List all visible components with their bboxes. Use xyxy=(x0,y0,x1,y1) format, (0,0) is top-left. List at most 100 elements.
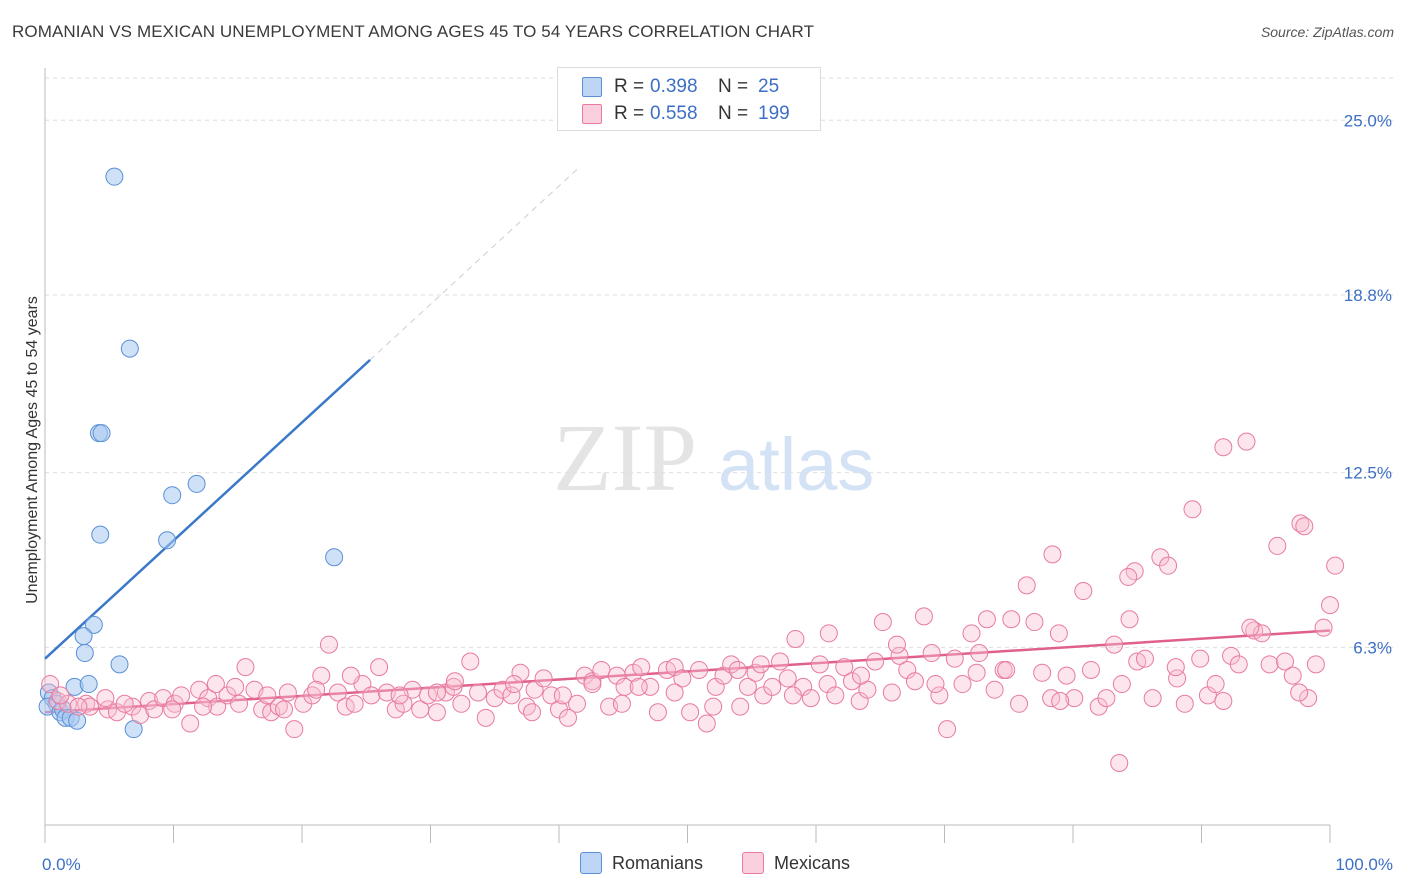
mexican-point xyxy=(1033,663,1052,682)
mexican-point xyxy=(1260,655,1279,674)
mexican-point xyxy=(194,697,213,716)
mexican-point xyxy=(1306,655,1325,674)
mexican-point xyxy=(629,677,648,696)
mexican-point xyxy=(444,677,463,696)
mexican-point xyxy=(1175,694,1194,713)
mexican-point xyxy=(206,675,225,694)
y-tick-label: 12.5% xyxy=(1344,464,1392,483)
mexican-point xyxy=(690,660,709,679)
mexican-point xyxy=(1237,432,1256,451)
mexican-point xyxy=(1268,536,1287,555)
mexican-point xyxy=(697,714,716,733)
mexican-point xyxy=(738,677,757,696)
y-tick-label: 25.0% xyxy=(1344,111,1392,130)
legend-r-value: 0.398 xyxy=(650,76,698,97)
mexican-point xyxy=(362,686,381,705)
legend-n-value: 199 xyxy=(758,103,790,124)
mexican-point xyxy=(953,675,972,694)
romanian-point xyxy=(91,525,110,544)
mexican-point xyxy=(115,694,134,713)
watermark-zip: ZIP xyxy=(553,404,697,511)
romanian-point xyxy=(110,655,129,674)
romanian-point xyxy=(187,474,206,493)
mexican-point xyxy=(1143,689,1162,708)
mexican-point xyxy=(1241,618,1260,637)
romanian-point xyxy=(158,531,177,550)
mexican-point xyxy=(962,624,981,643)
mexican-point xyxy=(558,708,577,727)
mexican-point xyxy=(517,697,536,716)
mexican-point xyxy=(905,672,924,691)
mexican-point xyxy=(826,686,845,705)
mexican-point xyxy=(771,652,790,671)
mexican-point xyxy=(1119,567,1138,586)
mexican-point xyxy=(493,680,512,699)
mexican-point xyxy=(96,689,115,708)
mexican-point xyxy=(41,675,60,694)
mexican-point xyxy=(208,697,227,716)
mexican-point xyxy=(810,655,829,674)
mexican-point xyxy=(1229,655,1248,674)
mexican-point xyxy=(938,720,957,739)
mexican-point xyxy=(469,683,488,702)
legend-r-label: R = xyxy=(614,76,645,97)
mexican-point xyxy=(665,683,684,702)
legend-label-romanians: Romanians xyxy=(612,852,704,873)
mexican-point xyxy=(819,624,838,643)
mexican-point xyxy=(567,694,586,713)
romanian-trend-extension xyxy=(369,167,579,361)
mexican-point xyxy=(445,672,464,691)
mexican-point xyxy=(172,686,191,705)
mexican-point xyxy=(319,635,338,654)
mexican-point xyxy=(1002,610,1021,629)
chart-title: ROMANIAN VS MEXICAN UNEMPLOYMENT AMONG A… xyxy=(12,22,815,41)
mexican-point xyxy=(704,697,723,716)
legend-swatch-romanians xyxy=(580,852,602,874)
mexican-point xyxy=(842,672,861,691)
mexican-point xyxy=(1105,635,1124,654)
mexican-point xyxy=(648,703,667,722)
mexican-point xyxy=(312,666,331,685)
mexican-point xyxy=(140,691,159,710)
correlation-legend: R = 0.398 N = 25 R = 0.558 N = 199 xyxy=(557,67,821,131)
mexican-point xyxy=(887,635,906,654)
mexican-point xyxy=(505,675,524,694)
mexican-point xyxy=(476,708,495,727)
legend-row-romanians: R = 0.398 N = 25 xyxy=(582,75,779,99)
mexican-point xyxy=(1120,610,1139,629)
mexican-point xyxy=(1326,556,1345,575)
mexican-point xyxy=(1290,683,1309,702)
legend-item-mexicans[interactable]: Mexicans xyxy=(742,852,850,874)
romanian-point xyxy=(105,167,124,186)
mexican-point xyxy=(390,686,409,705)
mexican-point xyxy=(181,714,200,733)
mexican-point xyxy=(632,658,651,677)
y-axis-label: Unemployment Among Ages 45 to 54 years xyxy=(24,296,41,604)
mexican-point xyxy=(945,649,964,668)
legend-label-mexicans: Mexicans xyxy=(774,852,851,873)
mexican-point xyxy=(970,644,989,663)
series-legend: Romanians Mexicans xyxy=(0,852,1406,876)
mexican-point xyxy=(69,697,88,716)
mexican-point xyxy=(763,677,782,696)
mexican-point xyxy=(307,680,326,699)
romanian-point xyxy=(74,627,93,646)
mexican-point xyxy=(922,644,941,663)
mexican-point xyxy=(131,706,150,725)
chart-source: Source: ZipAtlas.com xyxy=(1260,24,1394,40)
romanian-point xyxy=(120,339,139,358)
mexican-point xyxy=(930,686,949,705)
mexican-point xyxy=(51,686,70,705)
mexican-point xyxy=(1017,576,1036,595)
legend-n-label: N = xyxy=(718,76,749,97)
mexican-point xyxy=(890,646,909,665)
romanian-point xyxy=(84,615,103,634)
romanian-point xyxy=(92,424,111,443)
mexican-point xyxy=(967,663,986,682)
legend-item-romanians[interactable]: Romanians xyxy=(580,852,703,874)
mexican-point xyxy=(394,694,413,713)
mexican-point xyxy=(783,686,802,705)
mexican-point xyxy=(1049,624,1068,643)
romanian-point xyxy=(75,644,94,663)
romanian-point xyxy=(163,486,182,505)
